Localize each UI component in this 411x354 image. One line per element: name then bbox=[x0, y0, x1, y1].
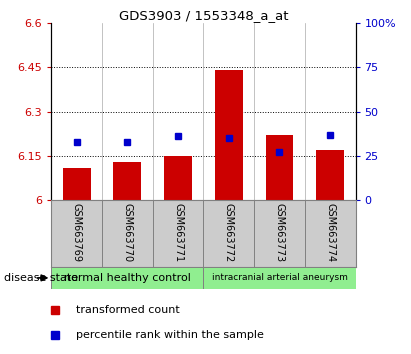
Bar bbox=[203, 267, 356, 289]
Text: disease state: disease state bbox=[4, 273, 78, 283]
Bar bbox=[266, 135, 293, 200]
Bar bbox=[215, 70, 243, 200]
Text: GSM663772: GSM663772 bbox=[224, 203, 234, 263]
Bar bbox=[113, 162, 141, 200]
Bar bbox=[164, 156, 192, 200]
Bar bbox=[316, 150, 344, 200]
Text: normal healthy control: normal healthy control bbox=[64, 273, 191, 283]
Text: intracranial arterial aneurysm: intracranial arterial aneurysm bbox=[212, 273, 347, 282]
Text: percentile rank within the sample: percentile rank within the sample bbox=[76, 330, 264, 339]
Text: GSM663773: GSM663773 bbox=[275, 203, 284, 263]
Bar bbox=[63, 167, 91, 200]
Title: GDS3903 / 1553348_a_at: GDS3903 / 1553348_a_at bbox=[119, 9, 288, 22]
Text: GSM663771: GSM663771 bbox=[173, 203, 183, 263]
Text: GSM663770: GSM663770 bbox=[122, 203, 132, 263]
Text: GSM663774: GSM663774 bbox=[325, 203, 335, 263]
Text: transformed count: transformed count bbox=[76, 305, 180, 315]
Text: GSM663769: GSM663769 bbox=[72, 203, 82, 262]
Bar bbox=[51, 267, 203, 289]
